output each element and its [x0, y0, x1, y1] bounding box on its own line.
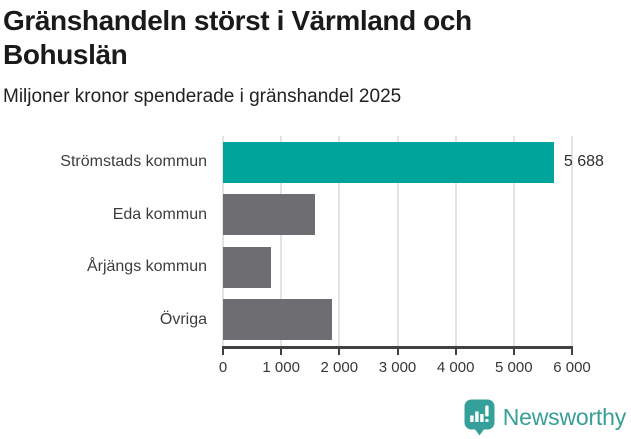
category-label: Eda kommun — [112, 205, 207, 223]
bar — [223, 246, 272, 288]
category-label: Övriga — [159, 310, 207, 328]
x-axis-tick — [571, 348, 573, 355]
bar — [223, 299, 333, 341]
gridline — [338, 136, 341, 346]
x-axis-tick — [512, 348, 515, 355]
newsworthy-logo-text: Newsworthy — [502, 404, 626, 430]
gridline — [222, 136, 224, 346]
bar-chart: Strömstads kommun 5 688 Eda kommun Årjängs … — [0, 130, 631, 380]
x-axis-line — [222, 346, 573, 349]
bar-row: Övriga — [0, 294, 631, 347]
x-axis-tick-label: 3 000 — [378, 359, 417, 376]
x-axis-tick-label: 0 — [218, 359, 228, 376]
gridline — [571, 136, 573, 346]
gridline — [454, 136, 457, 346]
gridline — [512, 136, 515, 346]
x-axis-tick — [222, 348, 224, 355]
x-axis-tick-label: 2 000 — [320, 359, 359, 376]
x-axis-tick-label: 1 000 — [262, 359, 300, 376]
chart-subtitle: Miljoner kronor spenderade i gränshandel… — [3, 86, 402, 107]
bar — [223, 194, 315, 236]
value-label: 5 688 — [563, 153, 604, 170]
bar-row: Eda kommun — [0, 189, 631, 242]
chart-title: Gränshandeln störst i Värmland och Bohus… — [3, 5, 472, 71]
category-label: Strömstads kommun — [60, 153, 207, 170]
newsworthy-logo-icon — [464, 399, 495, 436]
x-axis-tick — [396, 348, 399, 355]
x-axis-tick-label: 4 000 — [436, 359, 475, 376]
x-axis-tick-label: 5 000 — [495, 359, 533, 376]
gridline — [280, 136, 283, 346]
bar — [223, 141, 554, 183]
gridline — [396, 136, 399, 346]
x-axis-tick — [454, 348, 457, 355]
x-axis-tick-label: 6 000 — [553, 359, 591, 376]
bar-row: Strömstads kommun 5 688 — [0, 136, 631, 189]
bar-row: Årjängs kommun — [0, 241, 631, 294]
category-label: Årjängs kommun — [86, 258, 207, 275]
x-axis-tick — [280, 348, 283, 355]
x-axis-tick — [338, 348, 341, 355]
brand-footer: Newsworthy — [464, 399, 626, 436]
